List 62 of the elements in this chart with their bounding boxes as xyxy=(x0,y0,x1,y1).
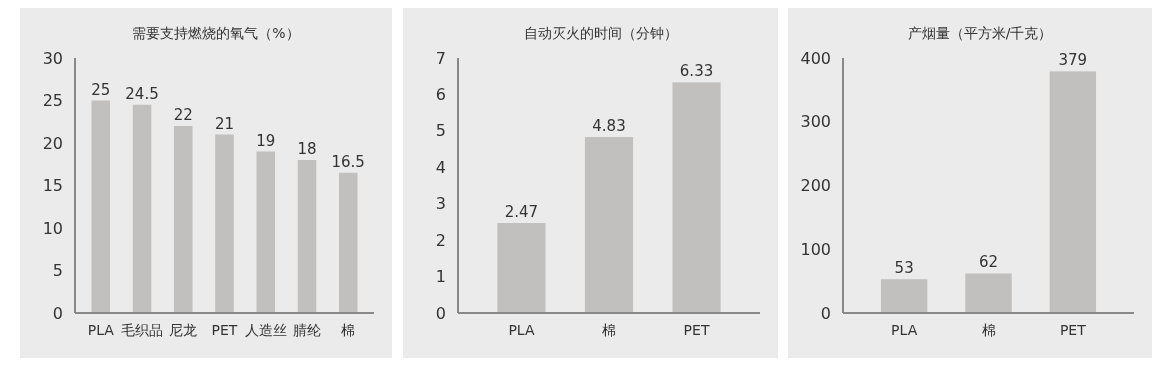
bar xyxy=(173,126,193,313)
data-label: 4.83 xyxy=(592,117,626,136)
y-tick-label: 5 xyxy=(52,261,63,281)
x-tick-label: PLA xyxy=(891,322,918,338)
x-tick-label: 人造丝 xyxy=(244,322,287,338)
y-tick-label: 15 xyxy=(42,176,63,196)
y-tick-label: 10 xyxy=(42,218,63,238)
bar xyxy=(497,223,546,313)
y-tick-label: 25 xyxy=(42,91,63,111)
bar xyxy=(132,104,152,313)
data-label: 21 xyxy=(214,114,235,133)
data-label: 19 xyxy=(256,131,276,150)
data-label: 22 xyxy=(173,106,193,124)
y-tick-label: 5 xyxy=(435,121,446,141)
x-tick-label: 腈纶 xyxy=(292,322,321,338)
bar xyxy=(880,279,928,313)
x-tick-label: 棉 xyxy=(341,322,356,338)
bar xyxy=(584,137,634,313)
data-label: 62 xyxy=(978,253,999,272)
y-tick-label: 20 xyxy=(42,133,63,153)
data-label: 24.5 xyxy=(125,84,159,103)
bar xyxy=(297,160,317,313)
bar xyxy=(1049,71,1097,313)
y-tick-label: 0 xyxy=(435,303,446,323)
chart-title: 产烟量（平方米/千克） xyxy=(907,25,1053,41)
chart-title: 需要支持燃烧的氧气（%） xyxy=(132,25,300,41)
data-label: 379 xyxy=(1058,51,1088,70)
x-tick-label: PET xyxy=(683,322,710,338)
bar xyxy=(965,273,1012,313)
bar xyxy=(672,82,721,313)
x-tick-label: PLA xyxy=(87,322,115,338)
data-label: 2.47 xyxy=(504,203,539,222)
y-tick-label: 400 xyxy=(800,48,831,68)
y-tick-label: 3 xyxy=(435,194,446,214)
data-label: 53 xyxy=(894,259,914,278)
x-tick-label: 尼龙 xyxy=(169,322,198,338)
x-tick-label: 毛织品 xyxy=(121,322,164,338)
x-tick-label: PET xyxy=(1059,322,1087,338)
y-tick-label: 2 xyxy=(435,230,446,250)
y-tick-label: 300 xyxy=(800,112,831,132)
y-tick-label: 0 xyxy=(52,303,63,323)
bar xyxy=(256,151,276,313)
y-tick-label: 200 xyxy=(800,176,831,196)
bar xyxy=(338,172,358,313)
y-tick-label: 100 xyxy=(800,239,831,259)
y-tick-label: 1 xyxy=(435,267,446,287)
data-label: 18 xyxy=(297,140,317,158)
x-tick-label: PLA xyxy=(508,322,535,338)
y-tick-label: 4 xyxy=(435,157,446,177)
x-tick-label: PET xyxy=(211,322,238,338)
y-tick-label: 0 xyxy=(820,303,831,323)
x-tick-label: 棉 xyxy=(602,322,616,338)
bar xyxy=(215,134,234,313)
data-label: 6.33 xyxy=(679,62,714,81)
data-label: 25 xyxy=(91,80,111,99)
y-tick-label: 30 xyxy=(42,48,63,68)
chart-title: 自动灭火的时间（分钟） xyxy=(523,25,678,41)
data-label: 16.5 xyxy=(331,152,365,171)
bar xyxy=(91,100,111,313)
y-tick-label: 7 xyxy=(435,48,446,68)
x-tick-label: 棉 xyxy=(981,322,996,338)
y-tick-label: 6 xyxy=(435,85,446,105)
